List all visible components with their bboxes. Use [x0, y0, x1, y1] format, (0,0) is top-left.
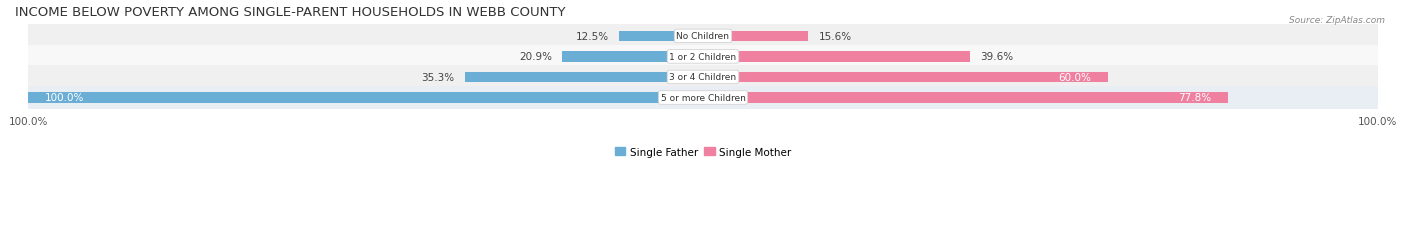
- Bar: [28, 25, 1378, 49]
- Bar: [703, 93, 1227, 103]
- Bar: [703, 31, 808, 42]
- Legend: Single Father, Single Mother: Single Father, Single Mother: [610, 143, 796, 161]
- Bar: [28, 66, 1378, 89]
- Bar: [703, 72, 1108, 83]
- Text: 35.3%: 35.3%: [422, 73, 454, 83]
- Bar: [28, 46, 1378, 69]
- Bar: [562, 52, 703, 62]
- Text: 20.9%: 20.9%: [519, 52, 551, 62]
- Bar: [619, 31, 703, 42]
- Bar: [465, 72, 703, 83]
- Text: 1 or 2 Children: 1 or 2 Children: [669, 53, 737, 62]
- Bar: [28, 86, 1378, 110]
- Text: INCOME BELOW POVERTY AMONG SINGLE-PARENT HOUSEHOLDS IN WEBB COUNTY: INCOME BELOW POVERTY AMONG SINGLE-PARENT…: [14, 6, 565, 18]
- Text: Source: ZipAtlas.com: Source: ZipAtlas.com: [1289, 16, 1385, 25]
- Bar: [28, 93, 703, 103]
- Bar: [703, 52, 970, 62]
- Text: 60.0%: 60.0%: [1059, 73, 1091, 83]
- Text: 3 or 4 Children: 3 or 4 Children: [669, 73, 737, 82]
- Text: 5 or more Children: 5 or more Children: [661, 94, 745, 103]
- Text: No Children: No Children: [676, 32, 730, 41]
- Text: 15.6%: 15.6%: [818, 32, 852, 42]
- Text: 39.6%: 39.6%: [980, 52, 1014, 62]
- Text: 77.8%: 77.8%: [1178, 93, 1211, 103]
- Text: 12.5%: 12.5%: [575, 32, 609, 42]
- Text: 100.0%: 100.0%: [45, 93, 84, 103]
